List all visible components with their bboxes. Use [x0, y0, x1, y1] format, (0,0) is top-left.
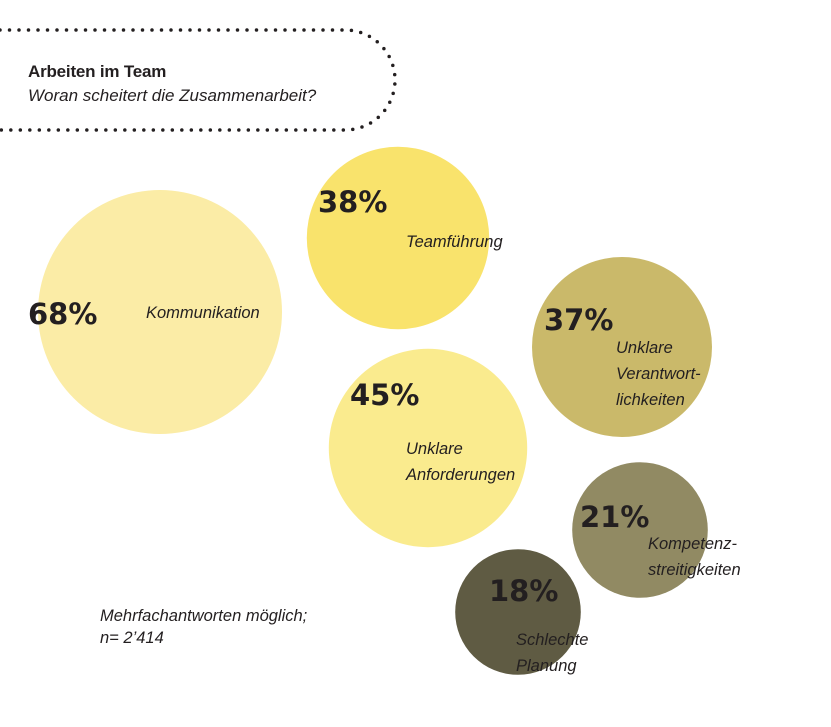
bubble-value-3: 37% [544, 303, 613, 337]
bubble-label-2-0: Unklare [406, 440, 463, 458]
bubble-value-0: 68% [28, 297, 97, 331]
bubble-label-3-2: lichkeiten [616, 391, 685, 409]
bubble-value-4: 21% [580, 500, 649, 534]
bubble-label-5-0: Schlechte [516, 631, 588, 649]
bubble-label-0-0: Kommunikation [146, 304, 260, 322]
bubble-5 [455, 549, 581, 675]
bubble-label-4-0: Kompetenz- [648, 535, 737, 553]
chart-title: Arbeiten im Team [28, 62, 167, 81]
bubble-label-5-1: Planung [516, 657, 577, 675]
footnote: Mehrfachantworten möglich; n= 2’414 [100, 605, 307, 649]
chart-subtitle: Woran scheitert die Zusammenarbeit? [28, 86, 317, 105]
footnote-line-2: n= 2’414 [100, 629, 164, 647]
bubble-label-2-1: Anforderungen [405, 466, 515, 484]
bubble-label-3-0: Unklare [616, 339, 673, 357]
bubble-label-4-1: streitigkeiten [648, 561, 741, 579]
bubble-value-1: 38% [318, 185, 387, 219]
dotted-border [0, 28, 397, 132]
bubble-label-3-1: Verantwort- [616, 365, 701, 383]
bubble-3 [532, 257, 712, 437]
bubble-value-2: 45% [350, 378, 419, 412]
bubble-4 [572, 462, 708, 598]
bubble-value-5: 18% [489, 574, 558, 608]
footnote-line-1: Mehrfachantworten möglich; [100, 607, 308, 625]
header-dotted-frame [0, 28, 397, 132]
bubble-0 [38, 190, 282, 434]
bubble-2 [328, 348, 528, 548]
bubble-1 [306, 146, 490, 330]
bubble-label-1-0: Teamführung [406, 233, 503, 251]
